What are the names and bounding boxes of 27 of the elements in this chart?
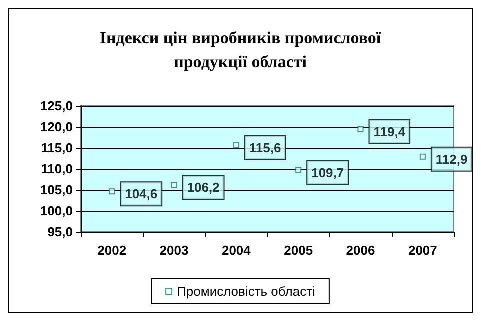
point	[420, 154, 426, 160]
x-tick-label: 2006	[346, 243, 376, 258]
x-tick-label: 2004	[222, 243, 252, 258]
x-tick-label: 2002	[98, 243, 127, 258]
point	[358, 126, 364, 133]
point	[171, 182, 178, 188]
chart-title: Індекси цін виробників промислової продукції області	[100, 28, 382, 72]
y-tick-label: 95,0	[48, 224, 73, 240]
legend-label: Промисловість області	[177, 284, 316, 299]
data-label: 119,4	[374, 124, 406, 140]
point	[109, 188, 116, 195]
y-tick-label: 125,0	[40, 98, 73, 114]
y-tick-label: 110,0	[41, 162, 73, 176]
y-tick-label: 120,0	[40, 120, 73, 134]
data-label: 104,6	[125, 186, 158, 202]
point	[233, 142, 240, 148]
x-tick-label: 2003	[160, 243, 189, 258]
data-label: 106,2	[187, 180, 220, 195]
point	[296, 167, 302, 174]
data-label: 115,6	[249, 140, 282, 156]
y-tick-label: 115,0	[41, 140, 73, 156]
y-tick-label: 105,0	[40, 182, 73, 198]
y-tick-label: 100,0	[40, 204, 73, 218]
data-label: 112,9	[436, 152, 468, 167]
data-label: 109,7	[312, 165, 344, 180]
x-tick-label: 2005	[284, 243, 314, 258]
x-tick-label: 2007	[408, 243, 438, 258]
